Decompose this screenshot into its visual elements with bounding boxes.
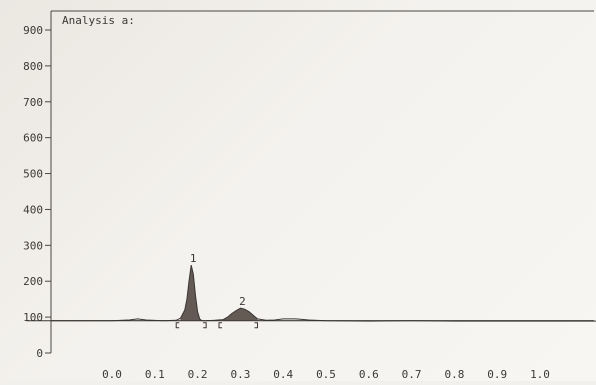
x-axis: 0.0 0.1 0.2 0.3 0.4 0.5 0.6 0.7 0.8 0.9 1.0 [102,368,550,381]
x-tick-label: 0.3 [230,368,250,381]
y-tick-label: 0 [36,347,43,360]
y-tick-label: 400 [23,203,43,216]
peak-label: 1 [190,252,197,265]
y-tick-label: 800 [23,60,43,73]
chart-title: Analysis a: [62,14,135,27]
plot-area: 12 [26,252,596,329]
x-tick-label: 0.7 [402,368,422,381]
chart-frame [50,10,594,353]
peak-2-area [223,308,258,321]
integration-mark-1 [175,322,180,329]
x-tick-label: 0.1 [145,368,165,381]
y-tick-label: 100 [23,311,43,324]
x-tick-label: 1.0 [530,368,550,381]
y-tick-label: 700 [23,96,43,109]
integration-mark-2 [254,322,259,329]
x-tick-label: 0.2 [188,368,208,381]
x-tick-label: 0.8 [444,368,464,381]
y-tick-label: 200 [23,275,43,288]
y-tick-label: 600 [23,132,43,145]
peak-label: 2 [239,295,246,308]
y-tick-label: 300 [23,239,43,252]
x-tick-label: 0.0 [102,368,122,381]
y-tick-label: 900 [23,24,43,37]
x-tick-label: 0.9 [487,368,507,381]
y-tick-label: 500 [23,168,43,181]
x-tick-label: 0.6 [359,368,379,381]
integration-mark-2 [218,322,222,329]
chromatogram-trace [26,264,596,322]
y-axis: 0 100 200 300 400 500 600 700 800 900 [23,24,51,360]
x-tick-label: 0.4 [273,368,293,381]
integration-mark-1 [203,322,207,329]
x-tick-label: 0.5 [316,368,336,381]
